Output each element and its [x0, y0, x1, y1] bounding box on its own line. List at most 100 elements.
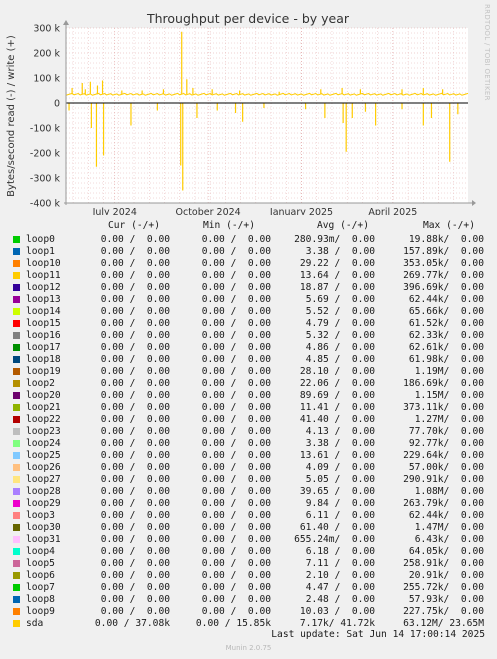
legend-color-swatch — [13, 524, 20, 531]
legend-cur-value: 0.00 / 0.00 — [100, 294, 170, 305]
legend-min-value: 0.00 / 0.00 — [201, 342, 271, 353]
legend-color-swatch — [13, 368, 20, 375]
legend-cur-value: 0.00 / 0.00 — [100, 546, 170, 557]
legend-device-name: loop6 — [26, 570, 55, 581]
y-axis-label: Bytes/second read (-) / write (+) — [6, 35, 17, 197]
legend-device-name: loop11 — [26, 270, 61, 281]
legend-cur-value: 0.00 / 0.00 — [100, 390, 170, 401]
legend-device-name: loop12 — [26, 282, 61, 293]
legend-min-value: 0.00 / 0.00 — [201, 606, 271, 617]
legend-avg-value: 13.64 / 0.00 — [299, 270, 375, 281]
legend-max-value: 186.69k/ 0.00 — [403, 378, 484, 389]
header-cur: Cur (-/+) — [108, 220, 160, 231]
legend-min-value: 0.00 / 0.00 — [201, 486, 271, 497]
y-tick-label: 200 k — [33, 49, 60, 60]
legend-device-name: loop15 — [26, 318, 61, 329]
legend-max-value: 6.43k/ 0.00 — [414, 534, 484, 545]
legend-device-name: loop25 — [26, 450, 61, 461]
legend-row: loop7 0.00 / 0.00 0.00 / 0.00 4.47 / 0.00 25… — [0, 582, 497, 594]
legend-row: loop30 0.00 / 0.00 0.00 / 0.00 61.40 / 0.00… — [0, 522, 497, 534]
y-tick-label: -300 k — [30, 174, 61, 185]
legend-device-name: loop26 — [26, 462, 61, 473]
legend-min-value: 0.00 / 0.00 — [201, 510, 271, 521]
legend-min-value: 0.00 / 0.00 — [201, 366, 271, 377]
legend-max-value: 64.05k/ 0.00 — [408, 546, 484, 557]
legend-min-value: 0.00 / 0.00 — [201, 234, 271, 245]
legend-cur-value: 0.00 / 0.00 — [100, 570, 170, 581]
legend-avg-value: 4.79 / 0.00 — [305, 318, 375, 329]
legend-row: loop21 0.00 / 0.00 0.00 / 0.00 11.41 / 0.00… — [0, 402, 497, 414]
legend-row: loop25 0.00 / 0.00 0.00 / 0.00 13.61 / 0.00… — [0, 450, 497, 462]
legend-max-value: 263.79k/ 0.00 — [403, 498, 484, 509]
legend-row: loop4 0.00 / 0.00 0.00 / 0.00 6.18 / 0.00 64… — [0, 546, 497, 558]
legend-cur-value: 0.00 / 0.00 — [100, 534, 170, 545]
legend-color-swatch — [13, 440, 20, 447]
x-tick-label: April 2025 — [368, 207, 417, 215]
legend-avg-value: 39.65 / 0.00 — [299, 486, 375, 497]
legend-cur-value: 0.00 / 0.00 — [100, 270, 170, 281]
legend-max-value: 61.98k/ 0.00 — [408, 354, 484, 365]
last-update: Last update: Sat Jun 14 17:00:14 2025 — [271, 629, 485, 640]
legend-color-swatch — [13, 404, 20, 411]
legend-max-value: 62.33k/ 0.00 — [408, 330, 484, 341]
legend-row: loop2 0.00 / 0.00 0.00 / 0.00 22.06 / 0.00 1… — [0, 378, 497, 390]
legend-row: loop13 0.00 / 0.00 0.00 / 0.00 5.69 / 0.00 6… — [0, 294, 497, 306]
y-tick-label: 100 k — [33, 74, 60, 85]
header-avg: Avg (-/+) — [317, 220, 369, 231]
legend-color-swatch — [13, 452, 20, 459]
legend-avg-value: 3.38 / 0.00 — [305, 438, 375, 449]
legend-color-swatch — [13, 548, 20, 555]
legend-row: loop9 0.00 / 0.00 0.00 / 0.00 10.03 / 0.00 2… — [0, 606, 497, 618]
legend-min-value: 0.00 / 0.00 — [201, 414, 271, 425]
legend-max-value: 229.64k/ 0.00 — [403, 450, 484, 461]
legend-max-value: 353.05k/ 0.00 — [403, 258, 484, 269]
legend-avg-value: 6.18 / 0.00 — [305, 546, 375, 557]
legend-device-name: loop2 — [26, 378, 55, 389]
legend-color-swatch — [13, 392, 20, 399]
legend-cur-value: 0.00 / 0.00 — [100, 594, 170, 605]
legend-min-value: 0.00 / 0.00 — [201, 354, 271, 365]
legend-max-value: 57.00k/ 0.00 — [408, 462, 484, 473]
legend-avg-value: 13.61 / 0.00 — [299, 450, 375, 461]
legend-cur-value: 0.00 / 0.00 — [100, 474, 170, 485]
legend-max-value: 19.88k/ 0.00 — [408, 234, 484, 245]
legend-cur-value: 0.00 / 0.00 — [100, 330, 170, 341]
y-tick-label: -400 k — [30, 199, 61, 210]
legend-min-value: 0.00 / 0.00 — [201, 546, 271, 557]
legend-row: loop19 0.00 / 0.00 0.00 / 0.00 28.10 / 0.00… — [0, 366, 497, 378]
legend-avg-value: 28.10 / 0.00 — [299, 366, 375, 377]
legend-row: sda 0.00 / 37.08k 0.00 / 15.85k 7.17k/ 41.7… — [0, 618, 497, 630]
legend-device-name: loop17 — [26, 342, 61, 353]
legend-min-value: 0.00 / 0.00 — [201, 318, 271, 329]
legend-color-swatch — [13, 308, 20, 315]
header-max: Max (-/+) — [423, 220, 475, 231]
legend-device-name: loop28 — [26, 486, 61, 497]
legend-row: loop27 0.00 / 0.00 0.00 / 0.00 5.05 / 0.00 2… — [0, 474, 497, 486]
legend-row: loop22 0.00 / 0.00 0.00 / 0.00 41.40 / 0.00… — [0, 414, 497, 426]
legend-cur-value: 0.00 / 0.00 — [100, 510, 170, 521]
legend-color-swatch — [13, 416, 20, 423]
legend-device-name: loop22 — [26, 414, 61, 425]
legend-color-swatch — [13, 488, 20, 495]
munin-version: Munin 2.0.75 — [225, 644, 272, 652]
legend-row: loop28 0.00 / 0.00 0.00 / 0.00 39.65 / 0.00… — [0, 486, 497, 498]
legend-max-value: 1.15M/ 0.00 — [414, 390, 484, 401]
x-axis-arrow — [472, 200, 476, 206]
legend-cur-value: 0.00 / 0.00 — [100, 450, 170, 461]
legend-avg-value: 4.09 / 0.00 — [305, 462, 375, 473]
legend-color-swatch — [13, 284, 20, 291]
legend-avg-value: 5.69 / 0.00 — [305, 294, 375, 305]
y-tick-label: 300 k — [33, 24, 60, 35]
legend-row: loop23 0.00 / 0.00 0.00 / 0.00 4.13 / 0.00 7… — [0, 426, 497, 438]
legend-device-name: loop9 — [26, 606, 55, 617]
legend-row: loop14 0.00 / 0.00 0.00 / 0.00 5.52 / 0.00 6… — [0, 306, 497, 318]
legend-cur-value: 0.00 / 0.00 — [100, 498, 170, 509]
legend-avg-value: 7.17k/ 41.72k — [299, 618, 375, 629]
legend-cur-value: 0.00 / 0.00 — [100, 414, 170, 425]
legend-avg-value: 11.41 / 0.00 — [299, 402, 375, 413]
legend-cur-value: 0.00 / 0.00 — [100, 486, 170, 497]
header-min: Min (-/+) — [203, 220, 255, 231]
legend-row: loop11 0.00 / 0.00 0.00 / 0.00 13.64 / 0.00… — [0, 270, 497, 282]
legend-device-name: loop4 — [26, 546, 55, 557]
legend-cur-value: 0.00 / 0.00 — [100, 234, 170, 245]
